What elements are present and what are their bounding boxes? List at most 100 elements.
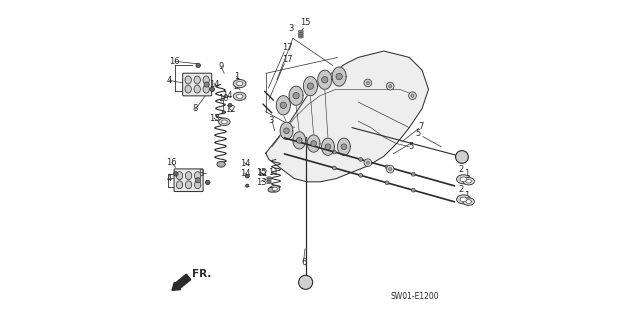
Polygon shape — [337, 138, 350, 155]
Text: 9: 9 — [218, 63, 224, 71]
FancyBboxPatch shape — [182, 73, 212, 96]
Ellipse shape — [236, 82, 243, 86]
Circle shape — [387, 165, 394, 173]
Circle shape — [205, 180, 210, 185]
Ellipse shape — [456, 175, 470, 184]
Text: 13: 13 — [256, 178, 267, 187]
Ellipse shape — [460, 197, 467, 202]
Text: 5: 5 — [416, 130, 421, 138]
Text: 4: 4 — [166, 174, 172, 183]
Polygon shape — [322, 138, 334, 155]
Text: 15: 15 — [300, 18, 311, 27]
Text: 16: 16 — [166, 158, 177, 167]
Circle shape — [411, 94, 414, 97]
Text: 1: 1 — [464, 191, 469, 200]
Polygon shape — [289, 86, 303, 105]
Circle shape — [210, 87, 214, 92]
Ellipse shape — [269, 186, 280, 192]
Text: 2: 2 — [459, 185, 464, 194]
Circle shape — [412, 188, 415, 192]
Polygon shape — [332, 67, 346, 86]
Text: 14: 14 — [221, 91, 232, 100]
FancyArrow shape — [172, 274, 191, 290]
Text: 10: 10 — [218, 94, 229, 103]
Circle shape — [173, 172, 178, 176]
Circle shape — [387, 82, 394, 90]
Ellipse shape — [460, 177, 467, 182]
Circle shape — [456, 151, 468, 163]
Ellipse shape — [233, 92, 246, 100]
Ellipse shape — [267, 180, 271, 182]
Text: 13: 13 — [209, 114, 220, 123]
Circle shape — [293, 93, 300, 99]
Ellipse shape — [298, 36, 303, 38]
Ellipse shape — [177, 181, 183, 189]
Circle shape — [385, 165, 389, 169]
Circle shape — [336, 73, 342, 80]
Text: 12: 12 — [257, 169, 268, 178]
Text: 17: 17 — [282, 43, 293, 52]
Text: 7: 7 — [419, 122, 424, 130]
Circle shape — [364, 159, 372, 167]
Ellipse shape — [466, 200, 472, 204]
Ellipse shape — [186, 172, 192, 180]
Text: 11: 11 — [268, 168, 278, 177]
Text: 14: 14 — [240, 169, 251, 178]
Ellipse shape — [221, 120, 227, 124]
Ellipse shape — [194, 76, 200, 84]
Circle shape — [196, 63, 200, 68]
Text: 4: 4 — [167, 76, 172, 85]
Ellipse shape — [218, 118, 230, 126]
Circle shape — [204, 82, 209, 87]
Circle shape — [341, 144, 347, 150]
Circle shape — [366, 161, 369, 164]
Ellipse shape — [298, 32, 303, 34]
Ellipse shape — [203, 85, 209, 93]
Ellipse shape — [268, 187, 275, 192]
Circle shape — [359, 174, 363, 177]
Circle shape — [311, 141, 317, 146]
Text: 8: 8 — [198, 169, 204, 178]
Ellipse shape — [185, 76, 191, 84]
Ellipse shape — [267, 182, 271, 184]
Text: 14: 14 — [209, 80, 220, 89]
Circle shape — [296, 137, 302, 143]
Circle shape — [195, 178, 200, 183]
Ellipse shape — [456, 195, 470, 204]
Text: 1: 1 — [234, 72, 239, 81]
Polygon shape — [318, 70, 332, 89]
Ellipse shape — [466, 179, 472, 183]
Polygon shape — [280, 122, 293, 139]
Ellipse shape — [463, 177, 474, 185]
Text: 16: 16 — [169, 57, 179, 66]
Ellipse shape — [236, 94, 243, 99]
Circle shape — [412, 172, 415, 176]
Ellipse shape — [217, 161, 225, 167]
Ellipse shape — [267, 178, 271, 180]
Circle shape — [222, 111, 225, 114]
Text: SW01-E1200: SW01-E1200 — [390, 292, 439, 300]
Text: 5: 5 — [409, 142, 414, 151]
Text: 3: 3 — [288, 24, 294, 33]
Circle shape — [321, 77, 328, 83]
Circle shape — [364, 79, 372, 87]
Polygon shape — [307, 135, 320, 152]
Circle shape — [299, 275, 313, 289]
Circle shape — [246, 184, 249, 187]
Polygon shape — [276, 96, 291, 115]
Circle shape — [245, 174, 249, 178]
Text: 3: 3 — [268, 116, 274, 125]
Circle shape — [325, 144, 331, 150]
Polygon shape — [293, 132, 306, 149]
Ellipse shape — [203, 76, 209, 84]
FancyBboxPatch shape — [174, 169, 203, 191]
Circle shape — [409, 92, 417, 100]
Ellipse shape — [177, 172, 183, 180]
Ellipse shape — [298, 34, 303, 36]
Text: 14: 14 — [240, 159, 251, 168]
Text: 8: 8 — [193, 104, 198, 113]
Ellipse shape — [195, 172, 201, 180]
Circle shape — [280, 102, 287, 108]
Polygon shape — [266, 51, 428, 182]
Text: 12: 12 — [225, 105, 236, 114]
